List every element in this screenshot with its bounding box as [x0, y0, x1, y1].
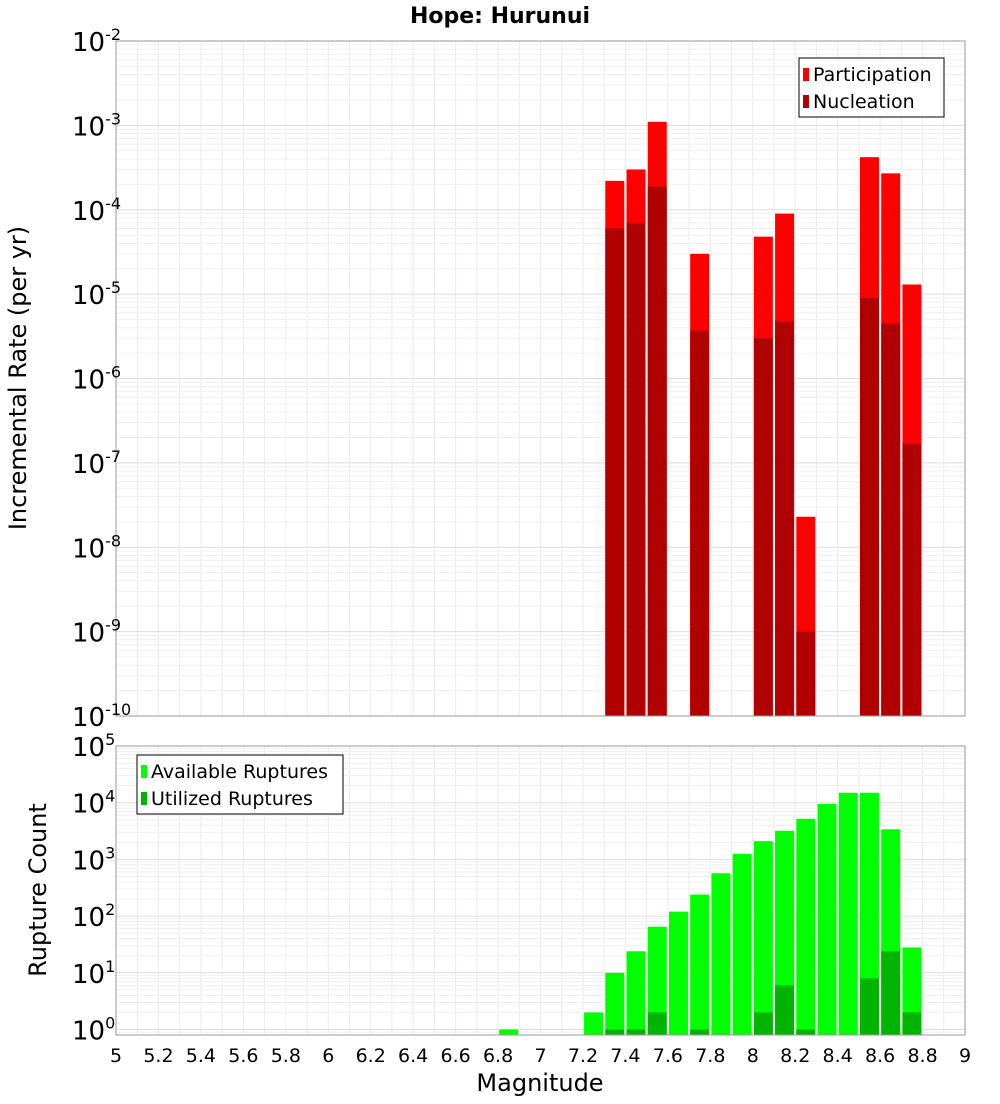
- bottom-bar-s1: [796, 818, 816, 1035]
- top-bar-s2: [775, 321, 795, 716]
- x-tick-label: 6: [322, 1045, 334, 1067]
- top-plot-frame: [115, 40, 966, 717]
- bottom-bar-s2: [605, 1029, 625, 1035]
- x-tick-label: 6.2: [356, 1045, 386, 1067]
- x-tick-label: 5: [110, 1045, 122, 1067]
- x-axis-label: Magnitude: [476, 1069, 603, 1097]
- top-y-tick-label: 10-7: [72, 447, 121, 480]
- bottom-legend-swatch: [141, 765, 147, 778]
- bottom-legend-label: Available Ruptures: [151, 761, 328, 783]
- top-bar-s2: [902, 443, 922, 716]
- top-bar-s2: [690, 330, 710, 716]
- bottom-bar-s2: [775, 985, 795, 1035]
- bottom-bar-s2: [753, 1012, 773, 1035]
- top-bar-s2: [605, 228, 625, 716]
- top-y-axis-label: Incremental Rate (per yr): [4, 226, 32, 530]
- bottom-bar-s1: [859, 792, 879, 1035]
- bottom-bar-s2: [902, 1012, 922, 1035]
- bottom-legend-box: [136, 754, 344, 815]
- x-tick-label: 5.8: [271, 1045, 301, 1067]
- bottom-legend-swatch: [141, 792, 147, 805]
- top-bar-s2: [796, 631, 816, 716]
- top-legend-label: Participation: [813, 64, 932, 86]
- x-tick-label: 7.8: [695, 1045, 725, 1067]
- top-y-tick-label: 10-4: [72, 194, 121, 227]
- top-bar-s2: [647, 186, 667, 716]
- top-y-ticks: 10-10 10-9 10-8 10-7 10-6 10-5 10-4 10-3 10-2: [72, 25, 131, 733]
- x-tick-label: 6.6: [440, 1045, 470, 1067]
- bottom-bar-s1: [753, 841, 773, 1035]
- top-y-tick-label: 10-10: [72, 700, 131, 733]
- x-tick-label: 6.4: [398, 1045, 428, 1067]
- top-legend-label: Nucleation: [813, 91, 915, 113]
- bottom-bar-s1: [584, 1012, 604, 1035]
- x-tick-label: 7.6: [653, 1045, 683, 1067]
- top-legend-swatch: [803, 68, 809, 81]
- bottom-bars: [499, 792, 922, 1035]
- top-bar-s2: [881, 323, 901, 716]
- bottom-bar-s1: [626, 951, 646, 1035]
- x-tick-label: 5.4: [186, 1045, 216, 1067]
- bottom-bar-s2: [881, 951, 901, 1035]
- bottom-y-tick-label: 101: [72, 957, 115, 990]
- x-ticks: 5 5.2 5.4 5.6 5.8 6 6.2 6.4 6.6 6.8 7 7.2 7.4 7.6 7.8 8…: [110, 1045, 971, 1067]
- top-bars: [605, 121, 922, 717]
- top-grid: [115, 40, 966, 717]
- bottom-y-tick-label: 104: [72, 787, 115, 820]
- x-tick-label: 8.4: [823, 1045, 853, 1067]
- bottom-bar-s2: [796, 1029, 816, 1035]
- bottom-bar-s2: [626, 1029, 646, 1035]
- bottom-bar-s1: [711, 873, 731, 1035]
- top-bar-s2: [753, 338, 773, 716]
- x-tick-label: 8.6: [865, 1045, 895, 1067]
- top-y-tick-label: 10-9: [72, 616, 121, 649]
- bottom-bar-s2: [647, 1012, 667, 1035]
- top-legend: Participation Nucleation: [798, 57, 945, 118]
- bottom-bar-s1: [817, 803, 837, 1035]
- top-y-tick-label: 10-8: [72, 531, 121, 564]
- bottom-y-tick-label: 102: [72, 900, 115, 933]
- x-tick-label: 6.8: [483, 1045, 513, 1067]
- top-y-tick-label: 10-3: [72, 109, 121, 142]
- x-tick-label: 7.4: [610, 1045, 640, 1067]
- bottom-y-axis-label: Rupture Count: [24, 803, 52, 977]
- bottom-bar-s1: [732, 853, 752, 1035]
- bottom-y-tick-label: 103: [72, 843, 115, 876]
- bottom-bar-s1: [499, 1029, 519, 1035]
- bottom-legend: Available Ruptures Utilized Ruptures: [136, 754, 344, 815]
- chart-title: Hope: Hurunui: [410, 4, 590, 29]
- top-y-tick-label: 10-5: [72, 278, 121, 311]
- bottom-bar-s2: [690, 1029, 710, 1035]
- x-tick-label: 5.2: [143, 1045, 173, 1067]
- top-y-tick-label: 10-6: [72, 363, 121, 396]
- bottom-plot-frame: [115, 745, 966, 1036]
- bottom-bar-s1: [690, 894, 710, 1035]
- x-tick-label: 5.6: [228, 1045, 258, 1067]
- x-tick-label: 7.2: [568, 1045, 598, 1067]
- bottom-bar-s1: [605, 972, 625, 1035]
- top-y-tick-label: 10-2: [72, 25, 121, 58]
- bottom-bar-s1: [647, 926, 667, 1035]
- bottom-y-tick-label: 105: [72, 730, 115, 763]
- x-tick-label: 8.2: [780, 1045, 810, 1067]
- bottom-bar-s1: [838, 792, 858, 1035]
- top-legend-swatch: [803, 95, 809, 108]
- x-tick-label: 9: [959, 1045, 971, 1067]
- bottom-y-tick-label: 100: [72, 1014, 115, 1047]
- bottom-bar-s1: [775, 830, 795, 1035]
- bottom-bar-s1: [668, 911, 688, 1035]
- x-tick-label: 7: [534, 1045, 546, 1067]
- top-bar-s2: [626, 222, 646, 716]
- x-tick-label: 8: [747, 1045, 759, 1067]
- top-legend-box: [798, 57, 945, 118]
- bottom-bar-s2: [859, 978, 879, 1035]
- top-bar-s2: [859, 297, 879, 716]
- bottom-legend-label: Utilized Ruptures: [151, 788, 313, 810]
- x-tick-label: 8.8: [907, 1045, 937, 1067]
- bottom-y-ticks: 100 101 102 103 104 105: [72, 730, 115, 1047]
